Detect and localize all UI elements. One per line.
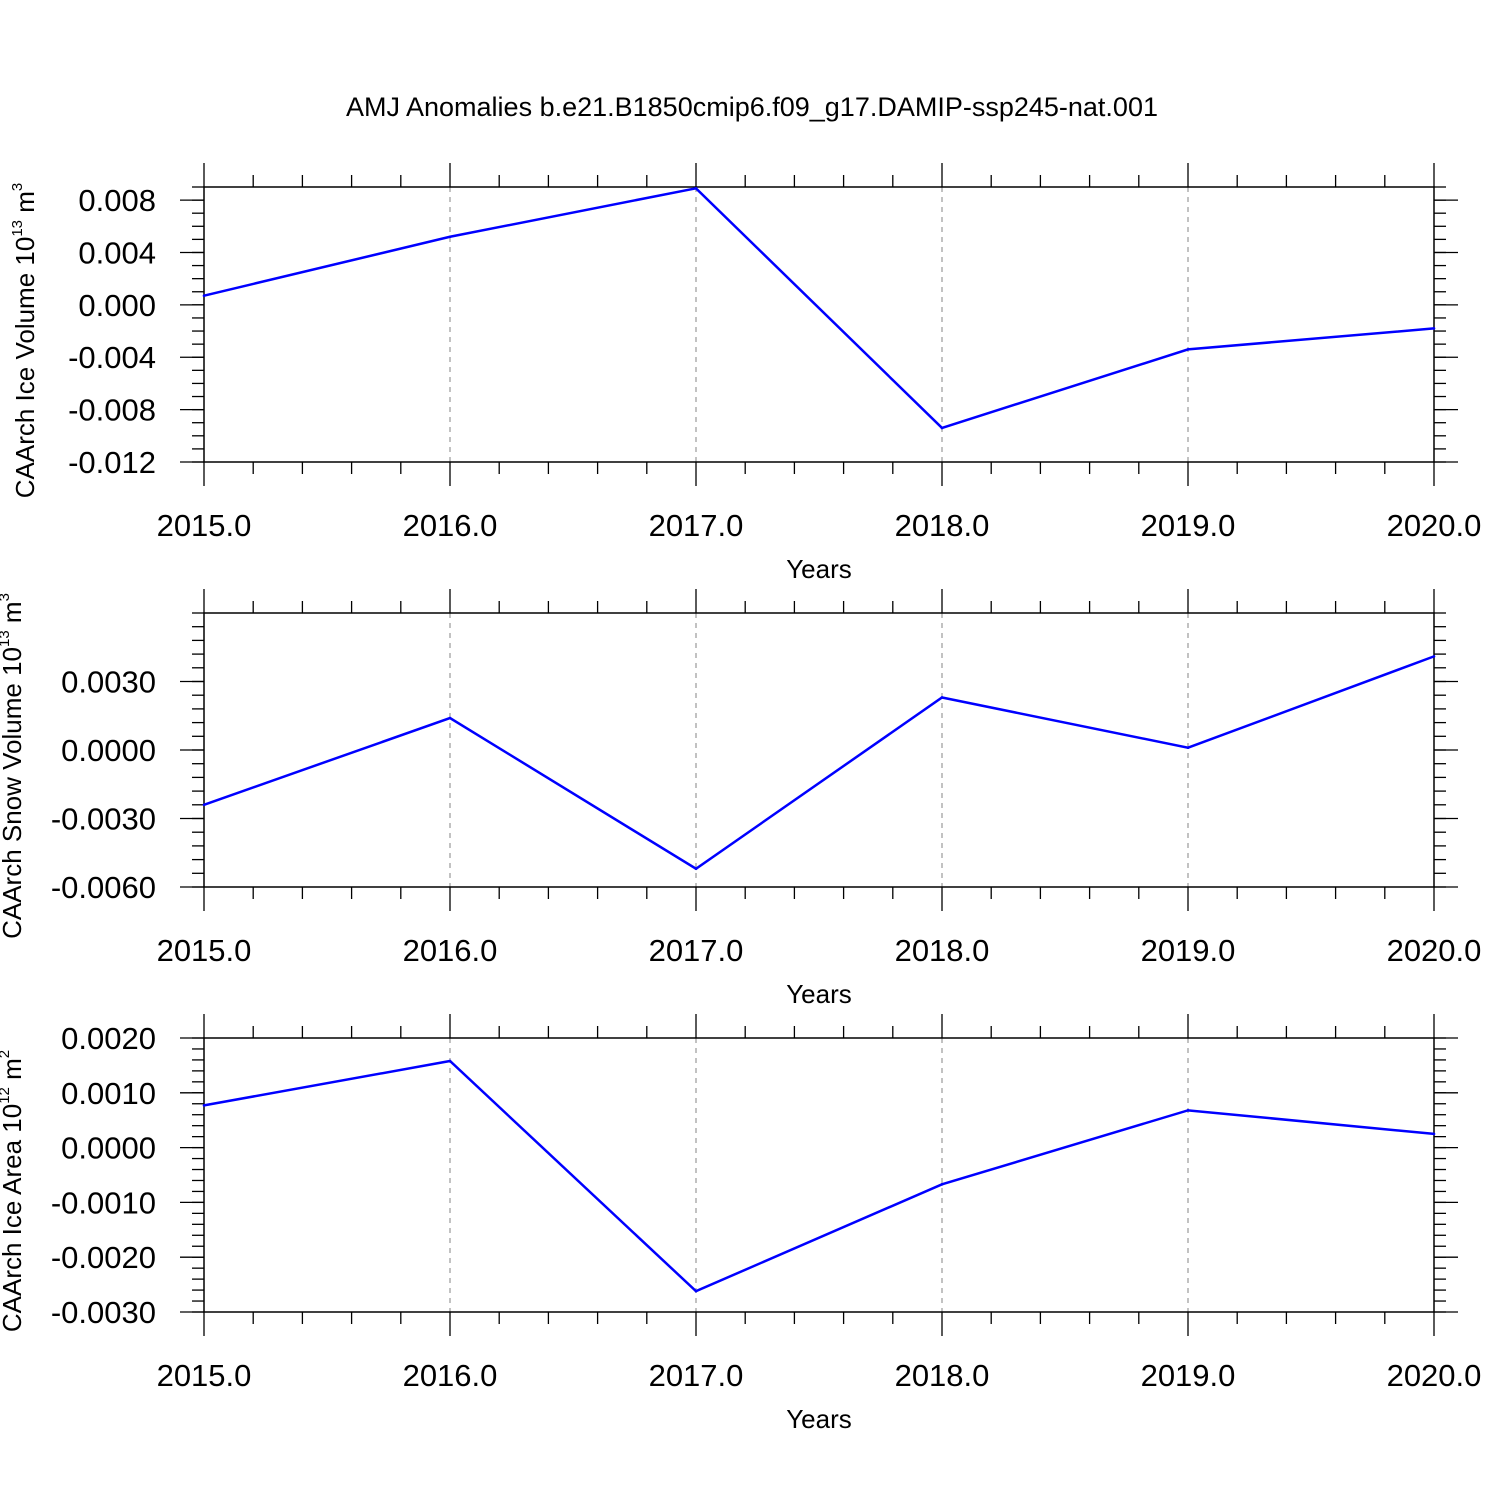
x-tick-label: 2019.0 xyxy=(1141,933,1236,968)
y-tick-label: -0.0060 xyxy=(51,870,156,905)
y-axis-label: CAArch Ice Area 1012 m2 xyxy=(0,1050,27,1332)
x-tick-label: 2020.0 xyxy=(1387,508,1482,543)
data-point xyxy=(694,867,698,871)
data-point xyxy=(694,187,698,190)
y-tick-label: 0.0000 xyxy=(61,1131,156,1166)
x-tick-label: 2017.0 xyxy=(649,933,744,968)
y-axis-label: CAArch Ice Volume 1013 m3 xyxy=(9,183,40,499)
x-tick-label: 2018.0 xyxy=(895,508,990,543)
y-tick-label: -0.0030 xyxy=(51,1295,156,1330)
data-point xyxy=(940,426,944,430)
data-point xyxy=(202,294,206,297)
x-tick-label: 2018.0 xyxy=(895,933,990,968)
x-tick-label: 2020.0 xyxy=(1387,1358,1482,1393)
panel-2: 2015.0 2016.0 2017.0 2018.0 2019.0 2020.0 -0.0… xyxy=(0,589,1481,1009)
y-tick-label: 0.0030 xyxy=(61,665,156,700)
data-point xyxy=(202,803,206,807)
data-point xyxy=(448,1059,452,1063)
x-tick-label: 2017.0 xyxy=(649,508,744,543)
data-point xyxy=(940,696,944,699)
data-point xyxy=(940,1183,944,1186)
y-axis-label: CAArch Snow Volume 1013 m3 xyxy=(0,593,27,939)
data-point xyxy=(1432,327,1436,330)
data-point xyxy=(448,235,452,239)
data-point xyxy=(448,716,452,720)
x-tick-label: 2016.0 xyxy=(403,508,498,543)
series-line-1 xyxy=(203,186,1435,430)
y-tick-label: 0.008 xyxy=(78,183,156,218)
x-tick-label: 2016.0 xyxy=(403,1358,498,1393)
data-point xyxy=(1186,746,1190,750)
data-point xyxy=(1432,1132,1436,1136)
y-tick-label: -0.004 xyxy=(68,340,156,375)
x-axis-label: Years xyxy=(786,979,852,1009)
x-tick-label: 2016.0 xyxy=(403,933,498,968)
y-tick-label: -0.008 xyxy=(68,393,156,428)
x-tick-label: 2019.0 xyxy=(1141,1358,1236,1393)
panel-3: 2015.0 2016.0 2017.0 2018.0 2019.0 2020.0 -0.0… xyxy=(0,1014,1481,1434)
x-tick-label: 2020.0 xyxy=(1387,933,1482,968)
data-point xyxy=(1432,655,1436,658)
figure-title: AMJ Anomalies b.e21.B1850cmip6.f09_g17.D… xyxy=(346,92,1158,122)
y-tick-label: 0.0020 xyxy=(61,1021,156,1056)
x-axis-label: Years xyxy=(786,554,852,584)
x-axis-label: Years xyxy=(786,1404,852,1434)
y-tick-label: 0.000 xyxy=(78,288,156,323)
y-tick-label: -0.0020 xyxy=(51,1240,156,1275)
series-line-1 xyxy=(203,655,1435,871)
y-tick-label: -0.0010 xyxy=(51,1185,156,1220)
panels: 2015.0 2016.0 2017.0 2018.0 2019.0 2020.0 -0.0… xyxy=(0,163,1481,1434)
x-tick-label: 2018.0 xyxy=(895,1358,990,1393)
y-tick-label: 0.0000 xyxy=(61,733,156,768)
data-point xyxy=(694,1289,698,1293)
y-tick-label: 0.004 xyxy=(78,235,156,270)
x-tick-label: 2017.0 xyxy=(649,1358,744,1393)
plot-frame xyxy=(203,1037,1435,1313)
x-tick-label: 2015.0 xyxy=(157,508,252,543)
data-point xyxy=(1186,348,1190,351)
y-tick-label: -0.0030 xyxy=(51,802,156,837)
y-tick-label: -0.012 xyxy=(68,445,156,480)
data-point xyxy=(1186,1109,1190,1112)
data-point xyxy=(202,1104,206,1107)
plot-frame xyxy=(203,186,1435,463)
y-tick-label: 0.0010 xyxy=(61,1076,156,1111)
x-tick-label: 2019.0 xyxy=(1141,508,1236,543)
series-line-1 xyxy=(203,1059,1435,1293)
x-tick-label: 2015.0 xyxy=(157,1358,252,1393)
x-tick-label: 2015.0 xyxy=(157,933,252,968)
panel-1: 2015.0 2016.0 2017.0 2018.0 2019.0 2020.0 -0.0… xyxy=(9,163,1481,584)
